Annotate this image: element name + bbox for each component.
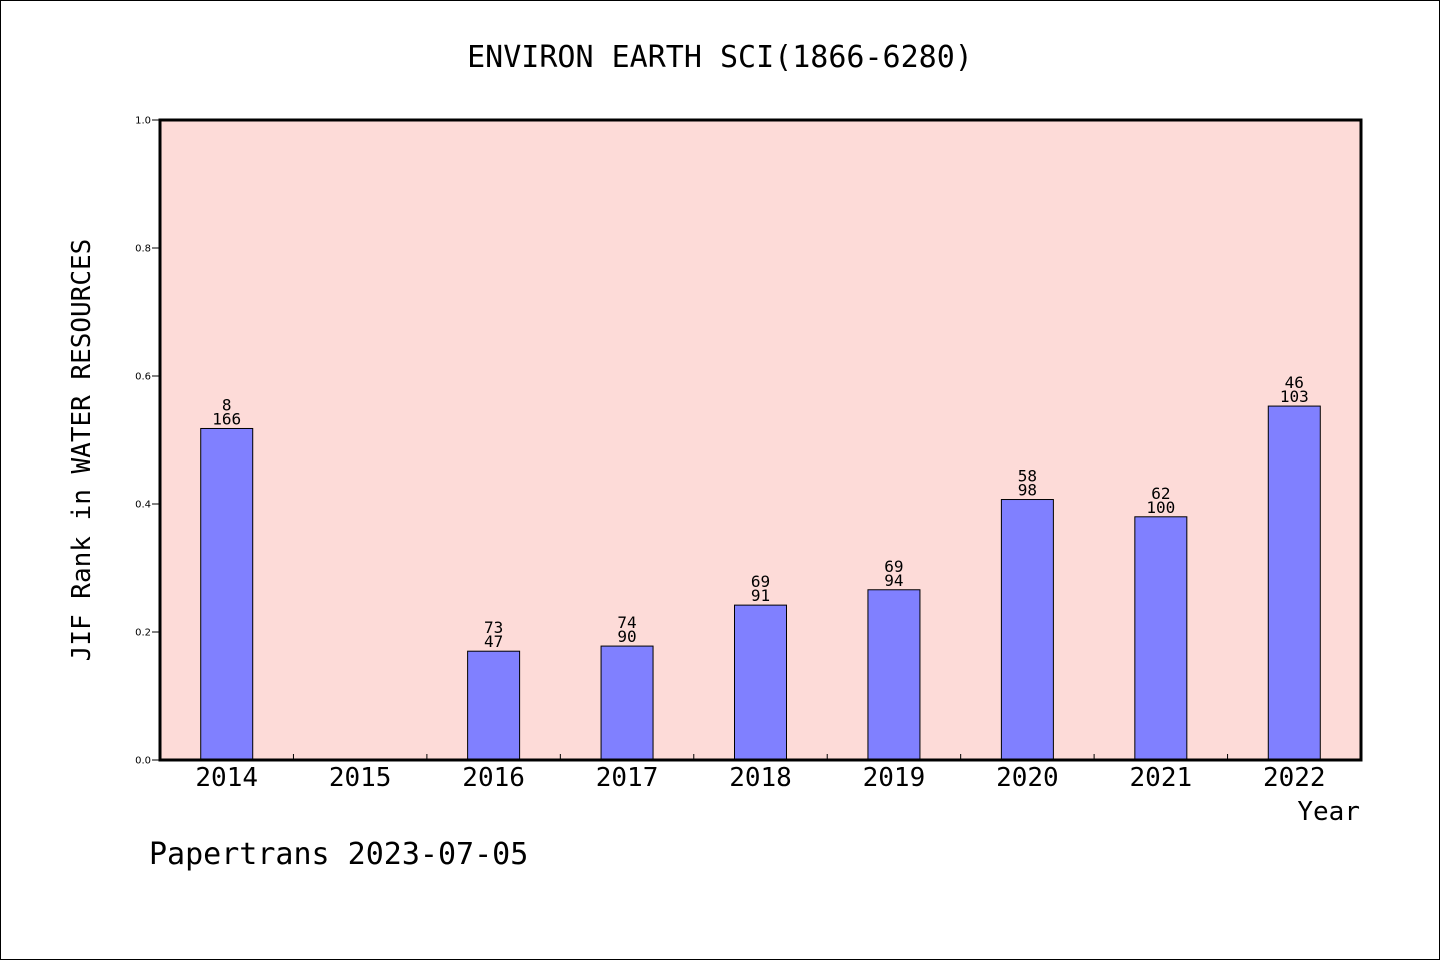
bar-2022 [1267,405,1321,761]
bar-label-total: 94 [884,571,903,590]
bars-group [200,405,1321,761]
bar-label-total: 100 [1146,498,1175,517]
chart-title: ENVIRON EARTH SCI(1866-6280) [467,40,973,75]
x-tick-label: 2014 [195,763,258,793]
x-axis-label: Year [1297,797,1360,827]
x-tick-label: 2019 [863,763,926,793]
bar-label-rank: 74 [617,613,636,632]
x-tick-label: 2021 [1130,763,1193,793]
x-tick-label: 2015 [329,763,392,793]
x-tick-label: 2017 [596,763,659,793]
bar-2021 [1134,516,1188,761]
bar-label-rank: 69 [751,572,770,591]
x-tick-label: 2018 [729,763,792,793]
bar-2016 [467,650,521,761]
y-axis-label: JIF Rank in WATER RESOURCES [67,239,97,662]
bar-label-total: 166 [212,409,241,428]
bar-label-rank: 62 [1151,484,1170,503]
bar-2019 [867,589,921,761]
y-tick-label: 0.0 [135,756,151,767]
bar-label-total: 91 [751,586,770,605]
bar-2020 [1000,499,1054,761]
y-tick-label: 0.6 [135,372,151,383]
bar-label-rank: 8 [222,395,232,414]
bar-label-total: 47 [484,632,503,651]
y-tick-label: 0.8 [135,244,151,255]
x-tick-label: 2016 [462,763,525,793]
bar-label-total: 103 [1280,387,1309,406]
footer-text: Papertrans 2023-07-05 [149,837,528,872]
bar-2017 [600,645,654,761]
bar-label-rank: 58 [1018,467,1037,486]
y-tick-label: 0.4 [135,500,151,511]
y-axis-ticks: 0.0 0.2 0.4 0.6 0.8 1.0 [135,116,160,767]
bar-label-total: 90 [617,627,636,646]
bar-2014 [200,427,254,761]
x-tick-label: 2020 [996,763,1059,793]
bar-label-rank: 46 [1285,373,1304,392]
y-tick-label: 0.2 [135,628,151,639]
x-tick-label: 2022 [1263,763,1326,793]
bar-2018 [734,604,787,761]
bar-label-rank: 69 [884,557,903,576]
bar-label-rank: 73 [484,618,503,637]
y-tick-label: 1.0 [135,116,151,127]
plot-border [158,118,1363,762]
x-axis-ticks: 2014 2015 2016 2017 2018 2019 2020 2021 2022 [195,754,1326,793]
bar-label-total: 98 [1018,481,1037,500]
